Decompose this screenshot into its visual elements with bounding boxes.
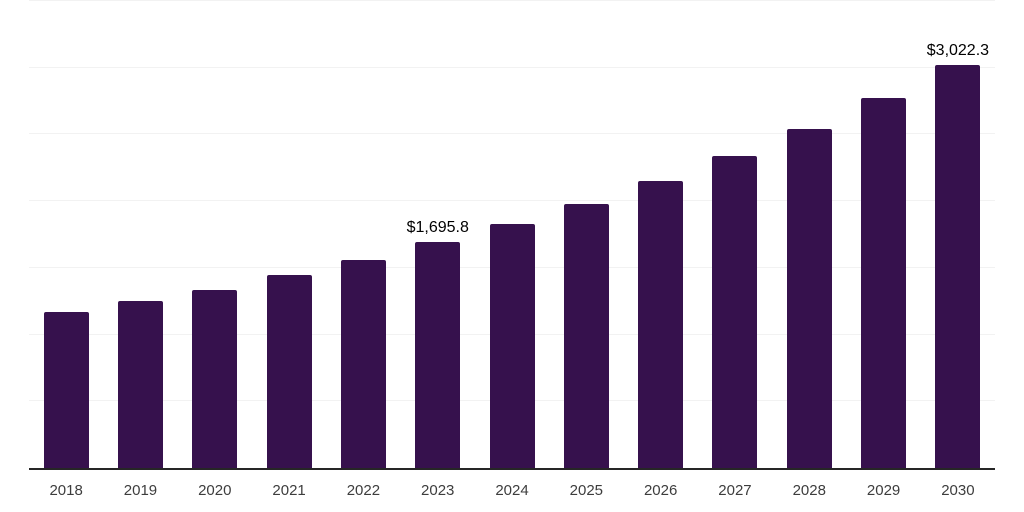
- bar-2029: [861, 98, 907, 468]
- bar-slot: [772, 1, 846, 468]
- bar-2019: [117, 300, 163, 468]
- x-tick-label: 2030: [941, 482, 975, 499]
- x-tick-label: 2025: [569, 482, 604, 499]
- bar-2027: [712, 156, 758, 468]
- bar-slot: [103, 1, 177, 468]
- bar-2021: [266, 275, 312, 468]
- x-tick-label: 2024: [495, 482, 529, 499]
- bar-2023: $1,695.8: [407, 219, 469, 468]
- gridline: [29, 66, 995, 68]
- x-tick-label: 2026: [643, 482, 678, 499]
- bar-slot: [549, 1, 623, 468]
- x-axis-line: [29, 468, 995, 470]
- bar-value-label: $1,695.8: [406, 218, 469, 236]
- bar-2024: [489, 224, 535, 468]
- bar-slot: [29, 1, 103, 468]
- bar-slot: [252, 1, 326, 468]
- gridline: [29, 200, 995, 202]
- x-tick-label: 2021: [272, 482, 306, 499]
- x-tick-label: 2020: [198, 482, 232, 499]
- gridline: [29, 133, 995, 135]
- x-tick-label: 2027: [718, 482, 752, 499]
- bar-slot: [326, 1, 400, 468]
- bar-slot: $1,695.8: [401, 1, 475, 468]
- bar-slot: [475, 1, 549, 468]
- bar-slot: [846, 1, 920, 468]
- x-tick-label: 2023: [421, 482, 455, 499]
- x-tick-label: 2018: [49, 482, 83, 499]
- bars: $1,695.8 $3,022.3: [29, 1, 995, 468]
- x-tick-label: 2029: [866, 482, 901, 499]
- x-tick-label: 2019: [123, 482, 158, 499]
- x-axis-labels: 2018 2019 2020 2021 2022 2023 2024 2025 2026 2027…: [29, 482, 995, 499]
- bar-2018: [43, 311, 89, 468]
- bar-slot: [624, 1, 698, 468]
- gridline: [29, 0, 995, 1]
- bar-2022: [340, 260, 386, 468]
- bar-2020: [192, 290, 238, 468]
- bar-2030: $3,022.3: [927, 42, 989, 468]
- x-tick-label: 2028: [792, 482, 826, 499]
- x-tick-label: 2022: [346, 482, 381, 499]
- bar-2025: [563, 203, 609, 468]
- bar-2028: [786, 129, 832, 468]
- bar-slot: [698, 1, 772, 468]
- plot-area: $1,695.8 $3,022.3: [29, 0, 995, 470]
- bar-slot: [178, 1, 252, 468]
- bar-2026: [638, 181, 684, 468]
- bar-value-label: $3,022.3: [926, 41, 990, 59]
- bar-slot: $3,022.3: [921, 1, 995, 468]
